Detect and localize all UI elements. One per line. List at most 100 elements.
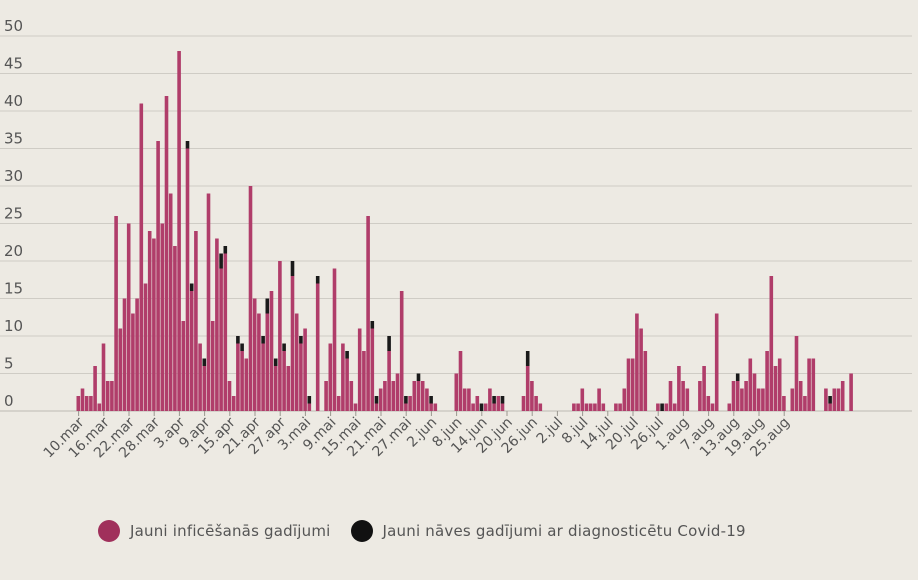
y-tick-label: 40	[4, 92, 23, 110]
bar-infections	[219, 268, 223, 411]
bar-infections	[677, 366, 681, 411]
bar-deaths	[492, 396, 496, 404]
bar-infections	[353, 403, 358, 411]
bar-infections	[345, 358, 349, 411]
bar-infections	[370, 328, 375, 411]
bar-infections	[118, 328, 123, 411]
bar-infections	[265, 313, 270, 411]
bar-infections	[840, 381, 845, 411]
bar-deaths	[828, 396, 832, 404]
bar-infections	[588, 403, 593, 411]
bar-infections	[534, 396, 538, 411]
bar-infections	[824, 388, 828, 411]
bar-infections	[215, 238, 219, 411]
bar-infections	[807, 358, 811, 411]
y-tick-label: 50	[4, 17, 23, 35]
bar-infections	[408, 396, 412, 411]
y-tick-label: 20	[4, 242, 23, 260]
bar-deaths	[374, 396, 379, 404]
bar-infections	[248, 186, 253, 411]
y-tick-label: 0	[4, 392, 14, 410]
bar-infections	[706, 396, 711, 411]
bar-deaths	[189, 283, 194, 291]
bar-infections	[177, 51, 181, 411]
bar-infections	[433, 403, 438, 411]
bar-infections	[93, 366, 97, 411]
bar-infections	[303, 328, 307, 411]
bar-infections	[76, 396, 81, 411]
bar-deaths	[223, 246, 228, 254]
bar-deaths	[202, 358, 207, 366]
legend: Jauni inficēšanās gadījumi Jauni nāves g…	[98, 520, 746, 542]
bar-infections	[240, 351, 244, 411]
bar-infections	[147, 231, 152, 411]
bar-infections	[672, 403, 677, 411]
bar-infections	[80, 388, 85, 411]
bar-infections	[160, 223, 165, 411]
bar-deaths	[273, 358, 278, 366]
bar-infections	[257, 313, 261, 411]
bar-infections	[756, 388, 761, 411]
bar-infections	[139, 103, 144, 411]
bar-deaths	[236, 336, 240, 344]
bar-infections	[492, 403, 496, 411]
bar-infections	[126, 223, 131, 411]
bar-infections	[483, 403, 488, 411]
bar-infections	[828, 403, 832, 411]
bar-infections	[105, 381, 110, 411]
bar-infections	[731, 381, 736, 411]
bar-infections	[227, 381, 232, 411]
bar-infections	[131, 313, 135, 411]
bar-infections	[336, 396, 341, 411]
bar-infections	[836, 388, 841, 411]
bar-infections	[656, 403, 660, 411]
x-tick-label: 2.jul	[534, 415, 567, 448]
bar-infections	[618, 403, 622, 411]
bar-infections	[202, 366, 207, 411]
bar-infections	[714, 313, 719, 411]
bar-infections	[462, 388, 467, 411]
bar-infections	[794, 336, 799, 411]
bar-infections	[164, 96, 169, 411]
bar-infections	[194, 231, 198, 411]
bar-infections	[500, 403, 505, 411]
bar-infections	[790, 388, 795, 411]
bar-infections	[748, 358, 753, 411]
bar-infections	[341, 343, 345, 411]
bar-deaths	[219, 253, 223, 269]
bar-infections	[328, 343, 333, 411]
bar-infections	[496, 396, 501, 411]
bar-deaths	[240, 343, 244, 351]
bar-infections	[332, 268, 337, 411]
bar-infections	[366, 216, 370, 411]
bar-deaths	[185, 141, 190, 149]
bar-deaths	[416, 373, 421, 381]
bar-infections	[681, 381, 685, 411]
bar-infections	[698, 381, 702, 411]
bar-infections	[626, 358, 631, 411]
bar-deaths	[290, 261, 295, 276]
bar-deaths	[345, 351, 349, 359]
bar-infections	[849, 373, 853, 411]
bar-infections	[769, 276, 774, 411]
bar-infections	[664, 403, 669, 411]
bar-deaths	[307, 396, 312, 404]
bar-infections	[761, 388, 765, 411]
bar-infections	[210, 321, 215, 411]
bar-infections	[521, 396, 526, 411]
legend-label-deaths: Jauni nāves gadījumi ar diagnosticētu Co…	[382, 522, 746, 540]
x-axis-ticks: 10.mar16.mar22.mar28.mar3.apr9.apr15.apr…	[41, 411, 793, 461]
bar-infections	[349, 381, 354, 411]
y-tick-label: 35	[4, 130, 23, 148]
y-tick-label: 5	[4, 355, 14, 373]
bar-infections	[803, 396, 807, 411]
bar-infections	[635, 313, 639, 411]
bar-infections	[181, 321, 186, 411]
bar-infections	[727, 403, 732, 411]
bar-infections	[580, 388, 585, 411]
bar-infections	[399, 291, 404, 411]
bar-infections	[231, 396, 236, 411]
bar-infections	[530, 381, 534, 411]
bar-infections	[811, 358, 816, 411]
y-tick-label: 25	[4, 205, 23, 223]
